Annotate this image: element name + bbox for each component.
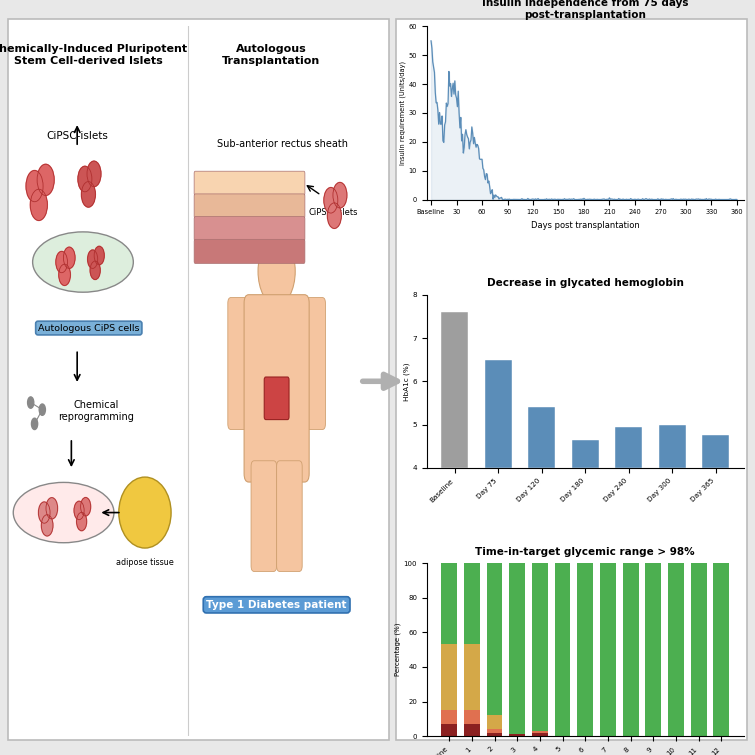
FancyBboxPatch shape: [194, 171, 305, 196]
Bar: [441, 312, 468, 468]
Bar: [532, 731, 548, 732]
FancyBboxPatch shape: [194, 239, 305, 263]
Text: CiPSC-islets: CiPSC-islets: [309, 208, 358, 217]
Bar: [555, 563, 571, 736]
Circle shape: [78, 166, 92, 192]
Circle shape: [46, 498, 57, 519]
Title: Time-in-target glycemic range > 98%: Time-in-target glycemic range > 98%: [476, 547, 695, 556]
Bar: [464, 563, 479, 644]
FancyBboxPatch shape: [194, 194, 305, 218]
Bar: [600, 563, 616, 736]
Text: CiPSC-islets: CiPSC-islets: [46, 131, 108, 141]
Bar: [464, 710, 479, 724]
Bar: [572, 439, 599, 468]
Text: adipose tissue: adipose tissue: [116, 558, 174, 567]
Y-axis label: HbA1c (%): HbA1c (%): [403, 362, 410, 400]
Text: Sub-anterior rectus sheath: Sub-anterior rectus sheath: [217, 138, 348, 149]
Bar: [646, 563, 661, 736]
Bar: [486, 732, 502, 736]
Text: skin: skin: [198, 180, 212, 186]
FancyBboxPatch shape: [194, 217, 305, 241]
Bar: [691, 563, 707, 736]
Circle shape: [81, 498, 91, 516]
Circle shape: [88, 250, 97, 269]
FancyBboxPatch shape: [251, 461, 276, 572]
FancyBboxPatch shape: [300, 297, 325, 430]
Text: posterior rectus sheath: posterior rectus sheath: [198, 248, 282, 254]
Text: rectus abdominis: rectus abdominis: [198, 226, 260, 232]
FancyBboxPatch shape: [269, 281, 285, 314]
Circle shape: [32, 418, 38, 430]
Circle shape: [28, 397, 34, 408]
Y-axis label: Percentage (%): Percentage (%): [394, 623, 401, 676]
Circle shape: [333, 183, 347, 208]
Circle shape: [26, 171, 43, 202]
Circle shape: [59, 264, 70, 285]
Bar: [528, 407, 555, 468]
Bar: [486, 729, 502, 732]
X-axis label: Days post transplantation: Days post transplantation: [531, 220, 639, 230]
Circle shape: [39, 404, 45, 415]
Bar: [668, 563, 684, 736]
Circle shape: [82, 181, 95, 207]
Ellipse shape: [119, 477, 171, 548]
Text: Chemical
reprogramming: Chemical reprogramming: [59, 400, 134, 422]
Circle shape: [30, 190, 48, 220]
Circle shape: [328, 203, 341, 229]
Ellipse shape: [14, 482, 114, 543]
FancyBboxPatch shape: [276, 461, 302, 572]
Circle shape: [76, 513, 87, 531]
Circle shape: [37, 165, 54, 196]
Bar: [702, 436, 729, 468]
Title: Decrease in glycated hemoglobin: Decrease in glycated hemoglobin: [487, 279, 684, 288]
Y-axis label: Insulin requirement (Units/day): Insulin requirement (Units/day): [399, 61, 405, 165]
Text: Chemically-Induced Pluripotent
Stem Cell-derived Islets: Chemically-Induced Pluripotent Stem Cell…: [0, 45, 186, 66]
Circle shape: [56, 251, 67, 273]
Bar: [441, 644, 457, 710]
Text: Autologous CiPS cells: Autologous CiPS cells: [38, 324, 140, 332]
Bar: [464, 724, 479, 736]
Bar: [485, 359, 512, 468]
Bar: [486, 715, 502, 729]
Circle shape: [87, 161, 101, 186]
Bar: [486, 563, 502, 715]
Circle shape: [258, 237, 295, 305]
Ellipse shape: [32, 232, 134, 292]
Bar: [713, 563, 729, 736]
Circle shape: [90, 261, 100, 279]
Bar: [532, 563, 548, 731]
Bar: [659, 424, 686, 468]
FancyBboxPatch shape: [244, 294, 309, 482]
Circle shape: [42, 515, 53, 536]
Bar: [623, 563, 639, 736]
Bar: [441, 563, 457, 644]
Bar: [441, 710, 457, 724]
Text: 1-Year Follow-Up: 1-Year Follow-Up: [501, 38, 643, 53]
FancyBboxPatch shape: [264, 377, 289, 420]
Circle shape: [94, 246, 104, 265]
Title: Insulin independence from 75 days
post-transplantation: Insulin independence from 75 days post-t…: [482, 0, 689, 20]
Circle shape: [39, 502, 50, 523]
Circle shape: [74, 501, 84, 519]
Text: anterior rectus sheath: anterior rectus sheath: [198, 203, 279, 209]
FancyBboxPatch shape: [228, 297, 254, 430]
Text: Autologous
Transplantation: Autologous Transplantation: [222, 45, 320, 66]
Circle shape: [324, 187, 337, 213]
Bar: [509, 735, 525, 736]
Bar: [615, 427, 643, 468]
Bar: [532, 732, 548, 736]
Bar: [464, 644, 479, 710]
Bar: [509, 563, 525, 735]
Bar: [578, 563, 593, 736]
Text: Type 1 Diabetes patient: Type 1 Diabetes patient: [206, 599, 347, 610]
Circle shape: [63, 247, 75, 269]
Bar: [441, 724, 457, 736]
